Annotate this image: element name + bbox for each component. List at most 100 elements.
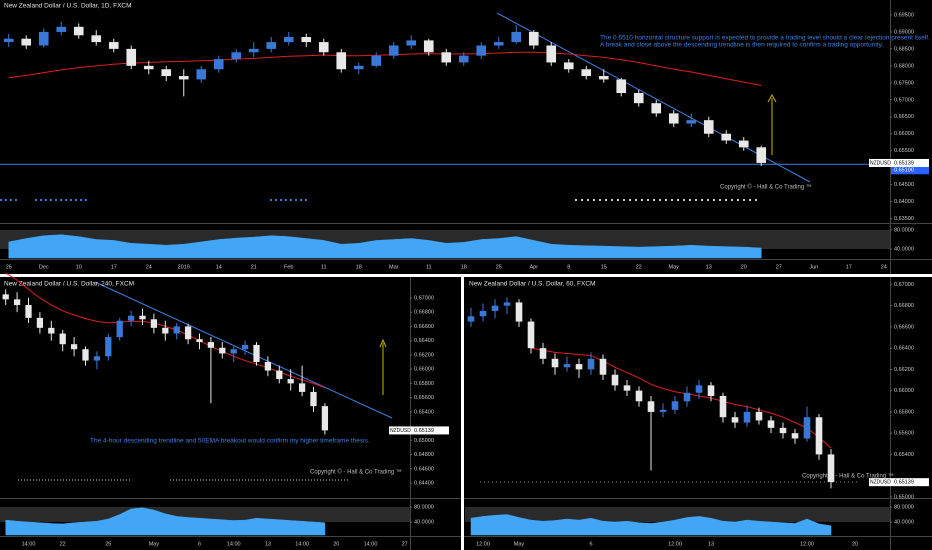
candle-body [70,344,78,350]
candle-body [633,93,644,104]
candle-body [161,69,172,77]
candle-body [150,319,158,328]
candle-body [219,347,226,354]
candle-body [511,31,522,43]
y-tick-label: 0.66500 [894,114,914,120]
candle-body [21,38,32,46]
candle-body [36,317,44,328]
y-tick-label: 0.67000 [894,282,914,288]
candle-body [143,65,154,70]
candle-body [353,65,364,70]
candle-body [406,40,417,46]
candle-body [48,327,55,334]
candle-body [623,385,631,391]
chart-title: New Zealand Dollar / U.S. Dollar, 240, F… [4,281,134,288]
y-tick-label: 0.66600 [894,324,914,330]
candle-body [467,316,475,322]
candle-body [616,79,627,94]
candle-body [241,344,249,350]
symbol-label: NZDUSD [870,160,891,166]
candle-body [178,76,189,80]
panel-separator [461,277,464,550]
x-tick-label: 14:00 [227,541,241,547]
candle-body [59,333,66,345]
candle-body [13,299,21,306]
x-tick-label: 13 [708,541,714,547]
candle-body [668,113,679,124]
price-label: 0.65139 [414,428,434,434]
x-tick-label: 13 [265,541,271,547]
candle-body [301,37,312,43]
x-tick-label: May [149,541,160,547]
candle-body [767,420,775,428]
price-label: 0.65139 [894,160,914,166]
x-tick-label: 27 [776,264,782,270]
x-tick-label: Feb [284,264,293,270]
candle-body [815,417,823,455]
candle-body [287,379,294,384]
y-tick-label: 0.65600 [894,431,914,437]
osc-tick-label: 40.0000 [894,246,914,252]
oscillator-area [8,234,762,259]
arrow-head [379,338,387,348]
x-tick-label: 14:00 [364,541,378,547]
candle-body [587,358,595,370]
candle-body [231,52,242,60]
osc-tick-label: 80.0000 [894,227,914,233]
x-tick-label: 24 [146,264,152,270]
y-tick-label: 0.67000 [414,295,434,301]
candle-body [791,433,799,439]
x-tick-label: 11 [321,264,327,270]
x-tick-label: Dec [39,264,49,270]
x-tick-label: 13 [706,264,712,270]
x-tick-label: 12:00 [476,541,490,547]
y-tick-label: 0.66800 [894,303,914,309]
y-tick-label: 0.66400 [894,346,914,352]
candle-body [479,310,487,317]
candle-body [3,38,14,43]
y-tick-label: 0.66200 [894,367,914,373]
x-tick-label: 20 [333,541,339,547]
x-tick-label: Apr [529,264,538,270]
x-tick-label: 14:00 [295,541,309,547]
osc-band [465,507,890,522]
x-tick-label: 12:00 [800,541,814,547]
x-tick-label: 27 [402,541,408,547]
annotation: The 0.6510 horizontal structure support … [600,35,930,42]
candle-body [266,42,277,49]
y-tick-label: 0.65600 [414,395,434,401]
candle-body [659,409,667,412]
candle-body [703,120,714,134]
x-tick-label: 10 [76,264,82,270]
y-tick-label: 0.66000 [894,131,914,137]
x-tick-label: 11 [426,264,432,270]
candle-body [779,427,787,434]
y-tick-label: 0.67000 [894,97,914,103]
candle-body [671,401,679,410]
candle-body [803,417,811,439]
chart-title: New Zealand Dollar / U.S. Dollar, 60, FX… [469,281,595,288]
candle-body [458,55,469,63]
candle-body [93,356,101,361]
candle-body [173,326,180,334]
candle-body [707,385,715,396]
symbol-label: NZDUSD [870,479,891,485]
ema-line [530,347,832,449]
candle-body [388,45,399,56]
candle-body [253,344,260,363]
candle-body [647,401,655,412]
candle-body [827,454,835,483]
y-tick-label: 0.69500 [894,12,914,18]
y-tick-label: 0.69000 [894,29,914,35]
y-tick-label: 0.66800 [414,310,434,316]
candle-body [598,76,609,80]
candle-body [611,374,619,386]
candle-body [695,385,703,393]
x-tick-label: 26 [6,264,12,270]
copyright: Copyright © - Hall & Co Trading ™ [310,469,402,476]
candle-body [310,391,317,407]
osc-band [0,507,410,522]
y-tick-label: 0.65400 [414,409,434,415]
x-tick-label: 6 [589,541,592,547]
x-tick-label: 14 [216,264,222,270]
